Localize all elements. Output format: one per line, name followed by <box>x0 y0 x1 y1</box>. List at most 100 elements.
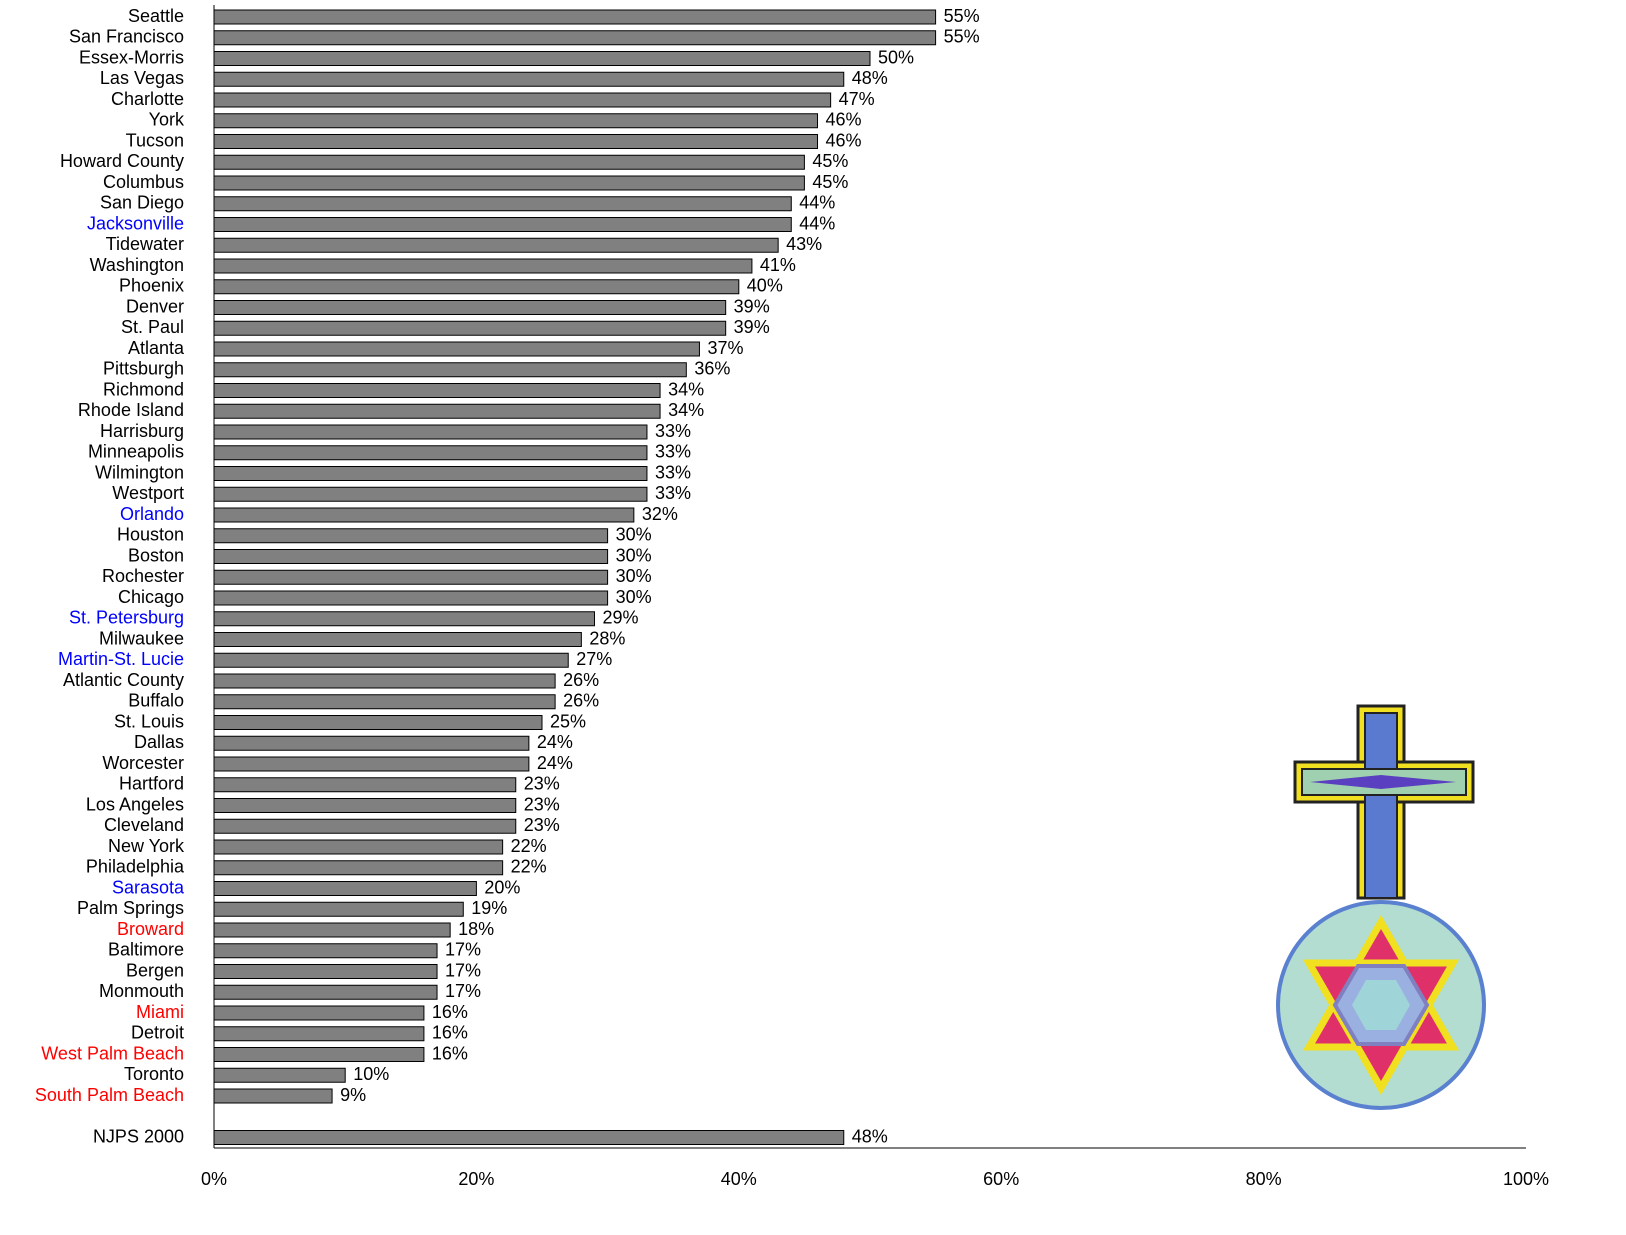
y-tick-label: Chicago <box>118 587 184 607</box>
y-tick-label: South Palm Beach <box>35 1085 184 1105</box>
y-tick-label: Jacksonville <box>87 213 184 233</box>
bar <box>213 362 687 378</box>
y-tick-label: San Diego <box>100 193 184 213</box>
y-tick-label: Tucson <box>126 130 184 150</box>
bar <box>213 590 609 606</box>
bar <box>213 528 609 544</box>
value-label: 29% <box>602 608 638 628</box>
value-label: 48% <box>852 68 888 88</box>
value-label: 16% <box>432 1023 468 1043</box>
value-label: 44% <box>799 193 835 213</box>
value-label: 30% <box>616 587 652 607</box>
value-label: 26% <box>563 670 599 690</box>
value-label: 39% <box>734 317 770 337</box>
cross-icon <box>1293 704 1475 900</box>
y-tick-label: Tidewater <box>106 234 184 254</box>
bar <box>213 818 517 834</box>
x-tick-label: 80% <box>1246 1169 1282 1189</box>
y-tick-label: Washington <box>90 255 184 275</box>
y-tick-label: San Francisco <box>69 27 184 47</box>
bar <box>213 922 451 938</box>
y-tick-label: Broward <box>117 919 184 939</box>
value-label: 16% <box>432 1002 468 1022</box>
y-tick-label: Miami <box>136 1002 184 1022</box>
value-label: 10% <box>353 1064 389 1084</box>
y-tick-label: Howard County <box>60 151 184 171</box>
bar <box>213 341 700 357</box>
y-tick-label: Monmouth <box>99 981 184 1001</box>
value-label: 36% <box>694 359 730 379</box>
y-tick-label: Westport <box>112 483 184 503</box>
value-label: 20% <box>484 877 520 897</box>
y-tick-label: Essex-Morris <box>79 47 184 67</box>
bar <box>213 756 530 772</box>
y-tick-label: Orlando <box>120 504 184 524</box>
y-tick-label: Baltimore <box>108 940 184 960</box>
bar <box>213 279 740 295</box>
value-label: 55% <box>944 27 980 47</box>
bar <box>213 1067 346 1083</box>
y-tick-label: Minneapolis <box>88 442 184 462</box>
y-tick-label: Dallas <box>134 732 184 752</box>
x-tick-label: 40% <box>721 1169 757 1189</box>
y-tick-label: New York <box>108 836 185 856</box>
bar <box>213 217 792 232</box>
y-tick-label: Phoenix <box>119 276 184 296</box>
value-label: 33% <box>655 442 691 462</box>
value-label: 32% <box>642 504 678 524</box>
value-label: 19% <box>471 898 507 918</box>
bar <box>213 507 635 523</box>
y-tick-label: Charlotte <box>111 89 184 109</box>
value-label: 33% <box>655 421 691 441</box>
value-label: 33% <box>655 462 691 482</box>
bar <box>213 51 871 66</box>
y-tick-label: NJPS 2000 <box>93 1126 184 1146</box>
y-tick-label: Milwaukee <box>99 628 184 648</box>
value-label: 39% <box>734 296 770 316</box>
value-label: 17% <box>445 960 481 980</box>
bar <box>213 113 819 129</box>
value-label: 44% <box>799 213 835 233</box>
y-tick-label: Detroit <box>131 1023 184 1043</box>
value-label: 47% <box>839 89 875 109</box>
bar <box>213 445 648 461</box>
y-tick-label: Atlanta <box>128 338 185 358</box>
bar <box>213 901 464 917</box>
value-label: 25% <box>550 711 586 731</box>
y-tick-label: Cleveland <box>104 815 184 835</box>
bar <box>213 92 832 108</box>
bar <box>213 320 727 336</box>
bar <box>213 881 477 896</box>
bar <box>213 1130 845 1145</box>
x-tick-label: 20% <box>458 1169 494 1189</box>
value-label: 43% <box>786 234 822 254</box>
bar <box>213 466 648 481</box>
bar <box>213 777 517 793</box>
y-tick-label: Atlantic County <box>63 670 184 690</box>
y-tick-label: Bergen <box>126 960 184 980</box>
value-label: 28% <box>589 628 625 648</box>
bar <box>213 134 819 149</box>
value-label: 30% <box>616 545 652 565</box>
value-label: 24% <box>537 732 573 752</box>
y-tick-label: Buffalo <box>128 691 184 711</box>
bar <box>213 300 727 315</box>
y-tick-label: St. Paul <box>121 317 184 337</box>
bar <box>213 383 661 398</box>
y-tick-label: St. Louis <box>114 711 184 731</box>
bar <box>213 943 438 959</box>
bar <box>213 964 438 979</box>
y-tick-label: Hartford <box>119 774 184 794</box>
y-tick-label: Richmond <box>103 379 184 399</box>
value-label: 46% <box>826 130 862 150</box>
bar <box>213 71 845 87</box>
value-label: 34% <box>668 379 704 399</box>
y-tick-label: Los Angeles <box>86 794 184 814</box>
y-tick-label: Martin-St. Lucie <box>58 649 184 669</box>
bar <box>213 9 937 25</box>
y-tick-label: Wilmington <box>95 462 184 482</box>
bar <box>213 1005 425 1021</box>
x-tick-label: 100% <box>1503 1169 1549 1189</box>
